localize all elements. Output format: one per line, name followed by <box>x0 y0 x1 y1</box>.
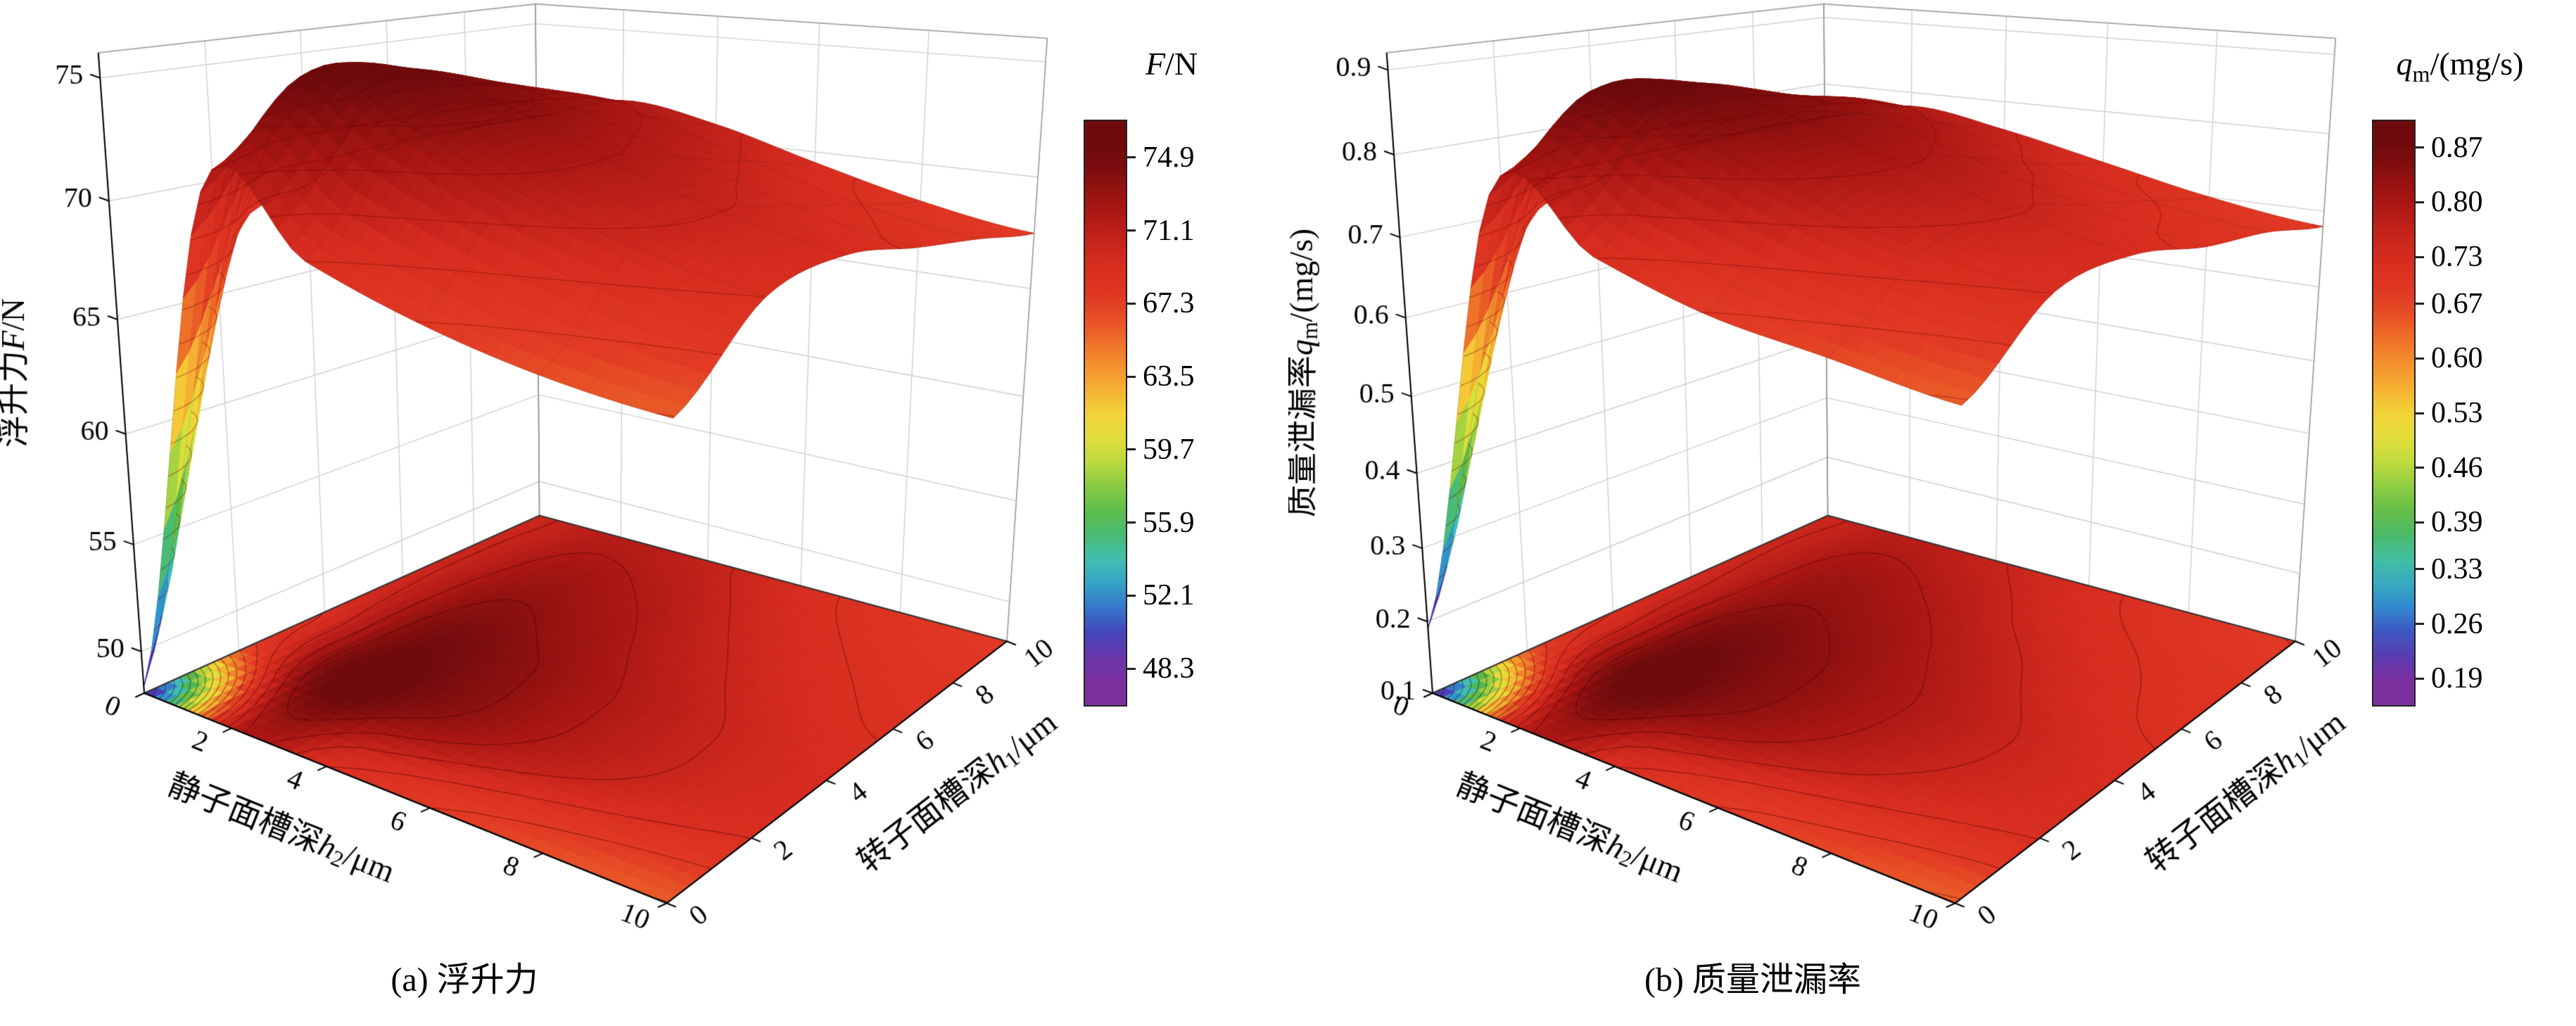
colorbar-tick-label: 71.1 <box>1143 214 1195 247</box>
colorbar-tick-label: 0.19 <box>2431 662 2483 695</box>
colorbar-tick-mark <box>1126 448 1136 451</box>
colorbar-a-title-var: F <box>1145 46 1166 82</box>
colorbar-tick-label: 0.46 <box>2431 451 2483 484</box>
colorbar-tick-mark <box>1126 667 1136 670</box>
colorbar-tick-label: 0.67 <box>2431 287 2483 320</box>
colorbar-a-ticks: 74.9 71.1 67.3 63.5 59.7 55.9 52.1 48.3 <box>1084 121 1288 705</box>
surface-plot-b <box>1288 0 2576 936</box>
caption-b: (b) 质量泄漏率 <box>1644 961 1861 999</box>
colorbar-tick-mark <box>1126 375 1136 378</box>
colorbar-tick-mark <box>1126 156 1136 159</box>
colorbar-a-title-unit: /N <box>1165 46 1198 82</box>
colorbar-tick-mark <box>2414 568 2424 571</box>
colorbar-tick-mark <box>2414 467 2424 469</box>
colorbar-tick-mark <box>1126 521 1136 524</box>
colorbar-tick-mark <box>2414 412 2424 414</box>
colorbar-tick-label: 0.87 <box>2431 131 2483 164</box>
colorbar-tick-label: 74.9 <box>1143 141 1195 174</box>
colorbar-tick-mark <box>1126 302 1136 305</box>
colorbar-a-gradient <box>1084 120 1127 707</box>
colorbar-b-title-unit: /(mg/s) <box>2430 46 2524 82</box>
colorbar-b-title: qm/(mg/s) <box>2323 45 2576 87</box>
colorbar-tick-label: 0.53 <box>2431 397 2483 429</box>
colorbar-tick-label: 55.9 <box>1143 506 1195 539</box>
colorbar-tick-label: 52.1 <box>1143 579 1195 612</box>
colorbar-tick-label: 0.33 <box>2431 552 2483 585</box>
colorbar-tick-label: 0.80 <box>2431 186 2483 219</box>
colorbar-b-ticks: 0.87 0.80 0.73 0.67 0.60 0.53 0.46 0.39 0.33 0.26… <box>2372 121 2576 705</box>
colorbar-tick-label: 63.5 <box>1143 360 1195 393</box>
colorbar-tick-label: 0.73 <box>2431 241 2483 274</box>
colorbar-tick-mark <box>1126 594 1136 597</box>
colorbar-b-title-sub: m <box>2412 61 2430 87</box>
colorbar-tick-mark <box>1126 229 1136 232</box>
colorbar-tick-mark <box>2414 146 2424 149</box>
colorbar-a: F/N 74.9 71.1 67.3 63.5 59.7 55.9 52.1 48.3 <box>1055 45 1288 756</box>
colorbar-tick-mark <box>2414 255 2424 258</box>
colorbar-tick-mark <box>2414 677 2424 680</box>
panel-b: qm/(mg/s) 0.87 0.80 0.73 0.67 0.60 0.53 0.46 0.… <box>1288 0 2576 1026</box>
caption-a: (a) 浮升力 <box>391 961 538 999</box>
colorbar-tick-label: 0.60 <box>2431 342 2483 375</box>
colorbar-tick-mark <box>2414 521 2424 524</box>
surface-plot-a <box>0 0 1288 936</box>
colorbar-b: qm/(mg/s) 0.87 0.80 0.73 0.67 0.60 0.53 0.46 0.… <box>2344 45 2576 756</box>
colorbar-tick-label: 0.26 <box>2431 607 2483 640</box>
colorbar-tick-mark <box>2414 303 2424 305</box>
colorbar-tick-label: 0.39 <box>2431 506 2483 539</box>
colorbar-tick-mark <box>2414 623 2424 626</box>
colorbar-tick-label: 67.3 <box>1143 287 1195 320</box>
colorbar-a-title: F/N <box>1034 45 1309 87</box>
colorbar-tick-mark <box>2414 357 2424 360</box>
colorbar-b-title-var: q <box>2396 46 2413 82</box>
panel-a: F/N 74.9 71.1 67.3 63.5 59.7 55.9 52.1 48.3 (a)… <box>0 0 1288 999</box>
colorbar-tick-label: 48.3 <box>1143 652 1195 685</box>
colorbar-tick-mark <box>2414 201 2424 203</box>
colorbar-tick-label: 59.7 <box>1143 433 1195 466</box>
